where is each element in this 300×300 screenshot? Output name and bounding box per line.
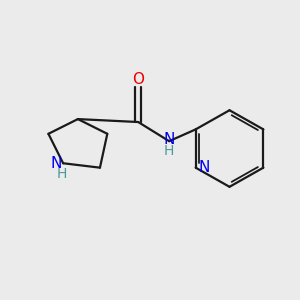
Text: H: H — [56, 167, 67, 181]
Text: H: H — [164, 144, 174, 158]
Text: N: N — [198, 160, 210, 175]
Text: N: N — [164, 132, 175, 147]
Text: N: N — [50, 156, 62, 171]
Text: O: O — [132, 72, 144, 87]
